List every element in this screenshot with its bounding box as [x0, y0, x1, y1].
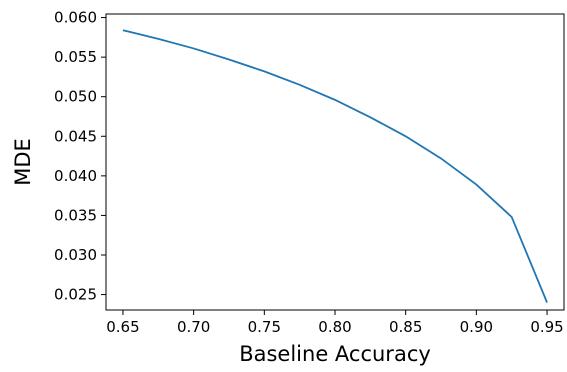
- x-tick-label: 0.80: [318, 318, 351, 336]
- y-tick-label: 0.045: [54, 127, 97, 145]
- y-tick-label: 0.035: [54, 206, 97, 224]
- y-tick-label: 0.050: [54, 88, 97, 106]
- y-tick-label: 0.060: [54, 9, 97, 27]
- x-tick-label: 0.70: [177, 318, 210, 336]
- y-tick-label: 0.040: [54, 167, 97, 185]
- x-tick-label: 0.85: [389, 318, 422, 336]
- y-axis-label: MDE: [11, 138, 35, 186]
- x-axis-label: Baseline Accuracy: [239, 342, 431, 366]
- y-axis-ticks: 0.025 0.030 0.035 0.040 0.045 0.050 0.055 0.060: [54, 9, 106, 304]
- x-axis-ticks: 0.65 0.70 0.75 0.80 0.85 0.90 0.95: [106, 310, 564, 336]
- y-tick-label: 0.030: [54, 246, 97, 264]
- x-tick-label: 0.95: [530, 318, 563, 336]
- x-tick-label: 0.75: [248, 318, 281, 336]
- y-tick-label: 0.025: [54, 286, 97, 304]
- plot-frame: [105, 13, 565, 311]
- y-tick-label: 0.055: [54, 48, 97, 66]
- x-tick-label: 0.65: [106, 318, 139, 336]
- x-tick-label: 0.90: [460, 318, 493, 336]
- series-line-mde: [122, 29, 548, 303]
